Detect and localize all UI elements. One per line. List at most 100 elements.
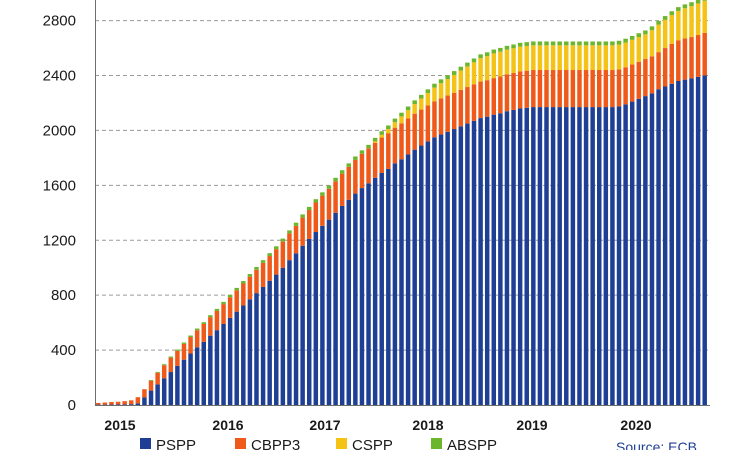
bar-segment-cbpp3 [181,343,187,360]
bar-segment-pspp [451,129,457,406]
bar-segment-cbpp3 [293,225,299,254]
bar-segment-cspp [379,134,384,138]
bar-segment-pspp [109,404,114,405]
bar-segment-cspp [478,58,483,82]
bar-segment-abspp [379,131,384,135]
bar-segment-pspp [247,299,253,405]
bar-segment-abspp [359,150,365,154]
bar-segment-cspp [451,74,457,93]
bar-segment-cbpp3 [260,262,266,287]
bar-segment-pspp [511,109,516,405]
bar-segment-cbpp3 [484,80,490,117]
bar-segment-cbpp3 [458,89,464,127]
y-tick-label: 2800 [43,13,76,30]
y-tick-label: 1200 [43,232,76,249]
bar-segment-pspp [306,238,312,405]
bar-segment-cspp [676,10,681,41]
y-tick-label: 2000 [43,122,76,139]
bar-segment-abspp [544,41,549,46]
bar-segment-pspp [577,107,582,405]
bar-segment-pspp [366,183,371,405]
bar-segment-pspp [379,172,384,405]
bar-segment-abspp [353,156,358,160]
bar-segment-cbpp3 [517,71,523,109]
bar-segment-cspp [682,8,688,39]
bar-segment-cbpp3 [662,48,668,87]
bar-segment-cbpp3 [129,400,134,405]
bar-segment-pspp [227,317,233,405]
bar-segment-pspp [544,107,549,405]
bar-segment-pspp [300,245,305,405]
bar-segment-pspp [590,107,595,405]
bar-segment-pspp [537,107,543,405]
bar-segment-abspp [438,79,444,84]
bar-segment-abspp [669,11,674,16]
bar-segment-abspp [392,118,398,123]
bar-segment-abspp [214,308,220,311]
bar-segment-abspp [643,30,648,35]
bar-segment-pspp [465,123,470,405]
bar-segment-pspp [517,108,523,406]
bar-segment-pspp [405,154,411,405]
bar-segment-cbpp3 [392,127,398,164]
bar-segment-cspp [623,42,628,68]
bar-segment-abspp [511,44,516,49]
bar-segment-pspp [313,232,319,405]
bar-segment-pspp [419,145,424,405]
bar-segment-cspp [531,45,536,71]
bar-segment-cspp [425,93,431,106]
bar-segment-pspp [445,131,450,406]
bar-segment-pspp [682,79,688,405]
bar-segment-pspp [478,118,483,405]
bar-segment-pspp [188,353,193,405]
bar-segment-cbpp3 [109,401,114,405]
bar-segment-cspp [517,46,523,72]
bar-segment-cspp [392,122,398,128]
bar-segment-cbpp3 [531,70,536,108]
bar-segment-pspp [399,159,404,405]
bar-segment-pspp [623,104,628,405]
bar-segment-abspp [484,52,490,57]
legend-label-abspp: ABSPP [447,437,497,450]
bar-segment-cbpp3 [570,70,576,108]
bar-segment-abspp [175,349,180,351]
bar-segment-cbpp3 [629,64,635,102]
bar-segment-abspp [577,41,582,46]
bar-segment-pspp [274,274,279,405]
bar-segment-pspp [583,107,589,405]
bar-segment-pspp [676,81,681,405]
bar-segment-cbpp3 [425,105,431,142]
bar-segment-cbpp3 [471,84,477,121]
bar-segment-cspp [484,56,490,81]
bar-segment-pspp [616,106,622,406]
bar-segment-cbpp3 [161,365,167,379]
bar-segment-cspp [498,51,503,77]
bar-segment-abspp [682,4,688,9]
bar-segment-pspp [610,107,615,405]
bar-segment-abspp [241,281,246,284]
bar-segment-abspp [662,16,668,20]
bar-segment-abspp [629,35,635,40]
bar-segment-abspp [221,301,226,305]
bar-segment-abspp [333,177,338,182]
bar-segment-cbpp3 [445,95,450,132]
bar-segment-pspp [438,134,444,406]
bar-segment-pspp [287,260,292,405]
bar-segment-abspp [636,33,642,38]
bar-segment-abspp [610,41,615,46]
bar-segment-pspp [689,78,694,405]
bar-segment-pspp [531,107,536,405]
bar-segment-pspp [293,253,299,405]
bar-segment-abspp [491,49,497,54]
bar-segment-cbpp3 [234,290,239,312]
bar-segment-cbpp3 [597,70,602,108]
bar-segment-abspp [386,125,391,130]
bar-segment-cbpp3 [241,283,246,306]
legend-swatch-cbpp3 [235,438,246,449]
bar-segment-cbpp3 [603,70,609,108]
bar-segment-cspp [662,19,668,49]
bar-segment-cbpp3 [419,109,424,146]
bar-segment-abspp [188,335,193,338]
bar-segment-abspp [260,260,266,263]
